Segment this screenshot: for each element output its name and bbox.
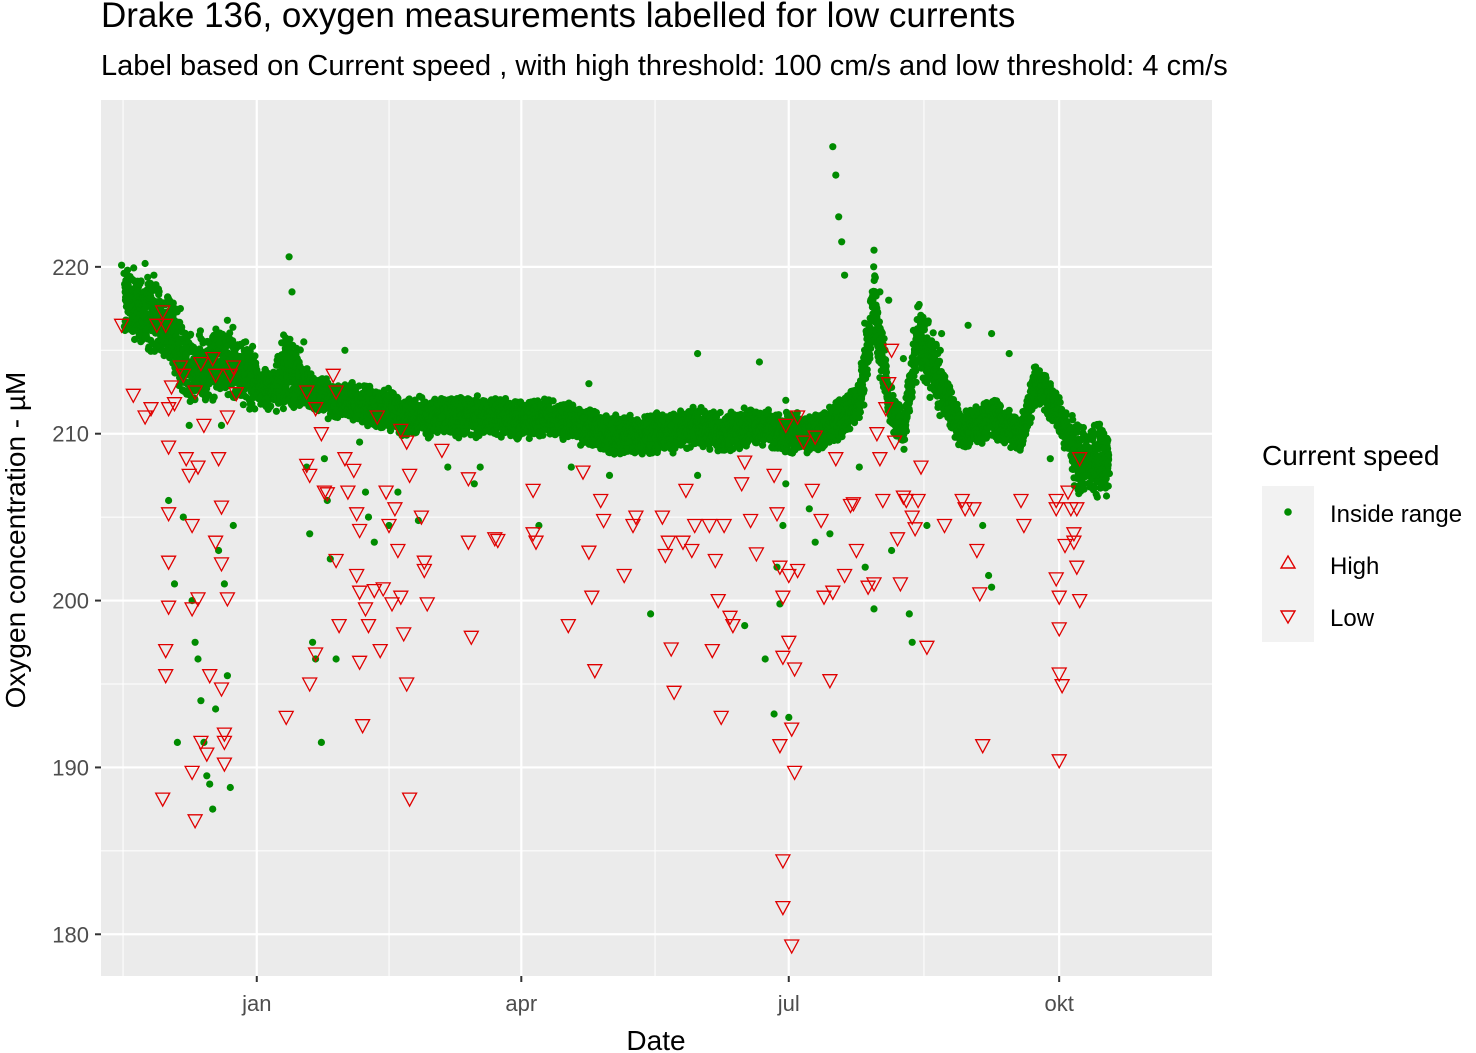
data-point-inside-range bbox=[160, 352, 168, 360]
data-point-inside-range bbox=[130, 264, 138, 272]
data-point-inside-range bbox=[178, 323, 186, 331]
data-point-inside-range bbox=[272, 407, 280, 415]
grid-minor bbox=[101, 100, 1212, 976]
data-point-inside-range bbox=[249, 342, 257, 350]
data-point-inside-range bbox=[296, 346, 304, 354]
data-point-inside-range bbox=[186, 331, 194, 339]
data-point-inside-range bbox=[251, 352, 259, 360]
data-point-inside-range bbox=[764, 406, 773, 414]
data-point-inside-range bbox=[716, 408, 724, 417]
data-point-inside-range bbox=[196, 327, 204, 335]
data-point-inside-range bbox=[155, 288, 163, 296]
data-point-inside-range bbox=[148, 340, 156, 348]
data-point-inside-range bbox=[364, 422, 372, 430]
series-inside-range bbox=[118, 143, 1113, 813]
chart-title: Drake 136, oxygen measurements labelled … bbox=[101, 0, 1016, 35]
data-point-inside-range bbox=[286, 335, 294, 343]
plot-panel bbox=[101, 100, 1212, 976]
data-point-inside-range bbox=[137, 277, 145, 285]
data-point-inside-range bbox=[279, 405, 287, 413]
data-point-inside-range bbox=[229, 323, 237, 331]
data-point-inside-range bbox=[549, 397, 557, 405]
data-point-inside-range bbox=[226, 329, 234, 337]
data-point-inside-range bbox=[473, 392, 481, 400]
data-point-inside-range bbox=[210, 393, 218, 401]
chart-subtitle: Label based on Current speed , with high… bbox=[101, 50, 1228, 82]
data-point-inside-range bbox=[267, 402, 275, 410]
data-point-inside-range bbox=[355, 382, 363, 390]
data-point-inside-range bbox=[239, 401, 247, 409]
data-point-inside-range bbox=[290, 403, 298, 412]
data-point-inside-range bbox=[251, 405, 259, 413]
data-point-inside-range bbox=[706, 445, 714, 453]
data-point-inside-range bbox=[775, 411, 783, 419]
data-point-inside-range bbox=[169, 299, 177, 307]
data-point-inside-range bbox=[144, 273, 152, 281]
data-point-inside-range bbox=[242, 338, 250, 346]
data-point-inside-range bbox=[205, 391, 213, 399]
